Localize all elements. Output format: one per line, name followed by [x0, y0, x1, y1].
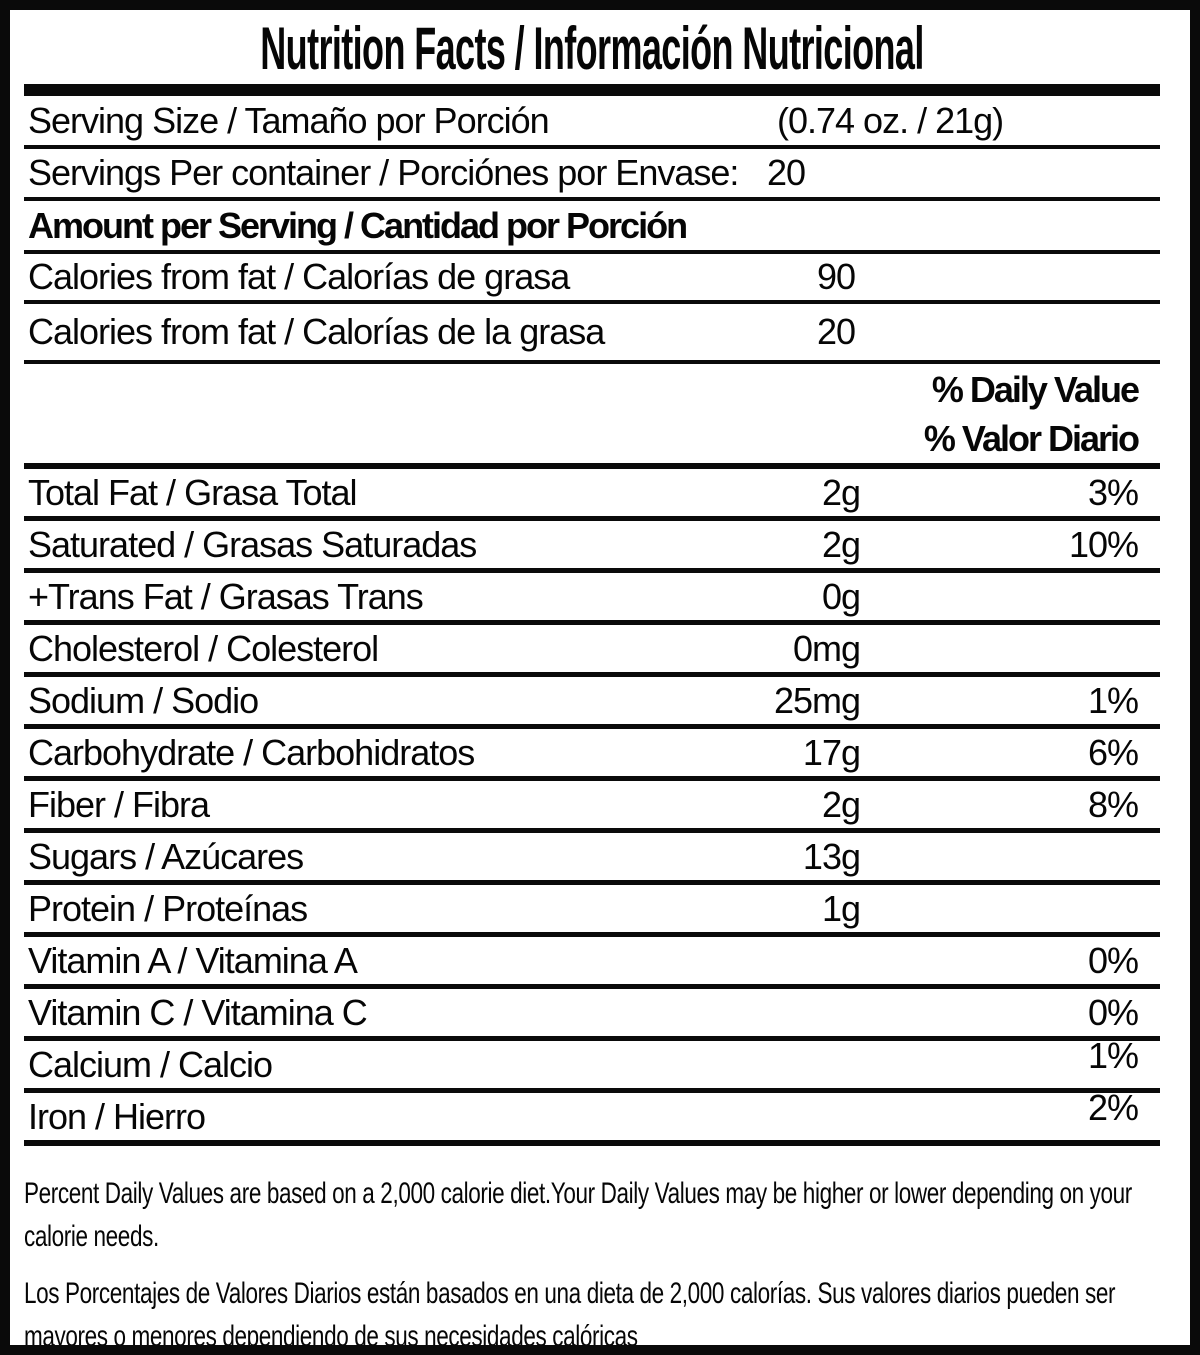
separator: [24, 1036, 1160, 1041]
nutrient-amount: 0g: [821, 575, 861, 617]
nutrient-label: Carbohydrate / Carbohidratos: [28, 731, 475, 773]
separator: [24, 300, 1160, 304]
nutrient-row: Saturated / Grasas Saturadas 2g 10%: [24, 521, 1160, 568]
nutrient-row: Carbohydrate / Carbohidratos 17g 6%: [24, 729, 1160, 776]
daily-value-header: % Daily Value % Valor Diario: [24, 364, 1160, 463]
nutrient-label: Saturated / Grasas Saturadas: [28, 523, 477, 565]
nutrient-label: Vitamin A / Vitamina A: [28, 939, 358, 981]
serving-size-label: Serving Size / Tamaño por Porción: [28, 99, 550, 141]
nutrient-amount: 25mg: [773, 679, 861, 721]
nutrient-rows: Total Fat / Grasa Total 2g 3% Saturated …: [24, 469, 1160, 1146]
calories-row: Calories from fat / Calorías de grasa 90: [24, 254, 1160, 300]
nutrient-daily-value: 2%: [1087, 1087, 1139, 1129]
nutrient-amount: 2g: [821, 471, 861, 513]
nutrient-label: Calcium / Calcio: [28, 1043, 273, 1085]
nutrient-label: +Trans Fat / Grasas Trans: [28, 575, 424, 617]
nutrient-row: Total Fat / Grasa Total 2g 3%: [24, 469, 1160, 516]
nutrient-row: Iron / Hierro 2%: [24, 1087, 1160, 1140]
nutrient-daily-value: 0%: [1087, 939, 1139, 981]
nutrient-row: Sugars / Azúcares 13g: [24, 833, 1160, 880]
separator: [24, 828, 1160, 833]
servings-per-container-label: Servings Per container / Porciónes por E…: [28, 152, 739, 193]
nutrient-label: Iron / Hierro: [28, 1095, 206, 1137]
separator: [24, 197, 1160, 201]
separator: [24, 620, 1160, 625]
daily-value-header-en: % Daily Value: [931, 368, 1140, 410]
separator: [24, 360, 1160, 364]
nutrient-label: Protein / Proteínas: [28, 887, 308, 929]
nutrient-daily-value: 6%: [1087, 731, 1139, 773]
serving-size-row: Serving Size / Tamaño por Porción (0.74 …: [24, 96, 1160, 145]
nutrient-row: Protein / Proteínas 1g: [24, 885, 1160, 932]
nutrient-row: Vitamin C / Vitamina C 0%: [24, 989, 1160, 1036]
separator: [24, 984, 1160, 989]
nutrient-daily-value: 1%: [1087, 679, 1139, 721]
nutrient-row: Sodium / Sodio 25mg 1%: [24, 677, 1160, 724]
servings-per-container-row: Servings Per container / Porciónes por E…: [24, 149, 1160, 197]
separator: [24, 1140, 1160, 1146]
footnote-spanish: Los Porcentajes de Valores Diarios están…: [24, 1277, 1116, 1353]
separator: [24, 932, 1160, 937]
calories-row: Calories from fat / Calorías de la grasa…: [24, 304, 1160, 360]
calories-row-value: 90: [816, 256, 856, 297]
nutrient-row: Calcium / Calcio 1%: [24, 1035, 1160, 1088]
label-content: Nutrition Facts / Información Nutriciona…: [24, 10, 1160, 1353]
nutrient-row: +Trans Fat / Grasas Trans 0g: [24, 573, 1160, 620]
separator: [24, 1088, 1160, 1093]
nutrient-row: Cholesterol / Colesterol 0mg: [24, 625, 1160, 672]
separator: [24, 724, 1160, 729]
nutrient-amount: 13g: [802, 835, 861, 877]
nutrient-row: Vitamin A / Vitamina A 0%: [24, 937, 1160, 984]
separator: [24, 250, 1160, 254]
nutrient-amount: 17g: [802, 731, 861, 773]
title-underline-bar: [24, 84, 1160, 96]
nutrient-amount: 1g: [821, 887, 861, 929]
nutrient-amount: 2g: [821, 783, 861, 825]
calories-rows: Calories from fat / Calorías de grasa 90…: [24, 254, 1160, 364]
calories-row-value: 20: [816, 311, 856, 352]
amount-per-serving-header: Amount per Serving / Cantidad por Porció…: [28, 204, 688, 246]
serving-size-value: (0.74 oz. / 21g): [777, 99, 1004, 141]
nutrient-daily-value: 8%: [1087, 783, 1139, 825]
separator: [24, 672, 1160, 677]
nutrient-label: Total Fat / Grasa Total: [28, 471, 357, 513]
calories-row-label: Calories from fat / Calorías de grasa: [28, 256, 570, 297]
separator: [24, 145, 1160, 149]
nutrient-label: Cholesterol / Colesterol: [28, 627, 379, 669]
separator: [24, 568, 1160, 573]
footnote-english: Percent Daily Values are based on a 2,00…: [24, 1177, 1132, 1253]
amount-per-serving-row: Amount per Serving / Cantidad por Porció…: [24, 201, 1160, 250]
nutrient-daily-value: 1%: [1087, 1035, 1139, 1077]
nutrient-daily-value: 0%: [1087, 991, 1139, 1033]
nutrient-amount: 2g: [821, 523, 861, 565]
nutrient-label: Vitamin C / Vitamina C: [28, 991, 368, 1033]
servings-per-container-value: 20: [767, 152, 806, 193]
daily-value-header-es: % Valor Diario: [923, 417, 1140, 459]
nutrient-daily-value: 3%: [1087, 471, 1139, 513]
separator-thick: [24, 463, 1160, 469]
separator: [24, 880, 1160, 885]
nutrient-label: Sodium / Sodio: [28, 679, 259, 721]
nutrient-label: Sugars / Azúcares: [28, 835, 304, 877]
nutrient-daily-value: 10%: [1068, 523, 1139, 565]
nutrient-row: Fiber / Fibra 2g 8%: [24, 781, 1160, 828]
nutrient-amount: 0mg: [792, 627, 861, 669]
separator: [24, 516, 1160, 521]
calories-row-label: Calories from fat / Calorías de la grasa: [28, 311, 605, 352]
label-title: Nutrition Facts / Información Nutriciona…: [260, 15, 924, 82]
separator: [24, 776, 1160, 781]
nutrient-label: Fiber / Fibra: [28, 783, 210, 825]
